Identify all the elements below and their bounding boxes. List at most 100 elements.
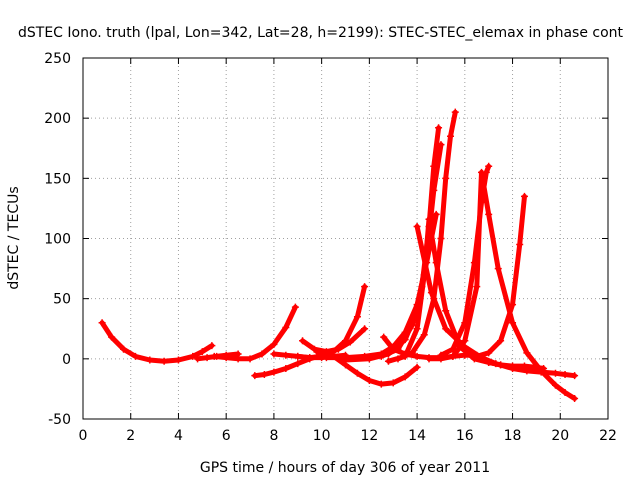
x-tick-label: 8 bbox=[269, 428, 278, 444]
y-tick-label: 250 bbox=[44, 51, 71, 67]
data-point bbox=[282, 351, 290, 359]
data-point bbox=[294, 360, 302, 368]
data-point bbox=[313, 348, 321, 356]
data-point bbox=[442, 307, 450, 315]
y-tick-label: 50 bbox=[53, 292, 71, 308]
x-tick-label: 16 bbox=[456, 428, 474, 444]
data-point bbox=[447, 132, 454, 140]
data-point bbox=[380, 333, 388, 341]
data-point bbox=[208, 342, 216, 350]
y-tick-label: 200 bbox=[44, 111, 71, 127]
data-point bbox=[246, 355, 254, 363]
data-point bbox=[389, 345, 397, 353]
data-point bbox=[198, 348, 206, 356]
data-point bbox=[98, 319, 106, 327]
y-tick-label: 100 bbox=[44, 232, 71, 248]
x-axis-label: GPS time / hours of day 306 of year 2011 bbox=[200, 460, 490, 476]
data-point bbox=[258, 350, 266, 358]
data-point bbox=[189, 352, 197, 360]
data-point bbox=[552, 369, 559, 377]
series-group bbox=[98, 108, 579, 403]
data-point bbox=[430, 162, 438, 170]
data-point bbox=[413, 222, 421, 230]
y-tick-label: -50 bbox=[48, 412, 71, 428]
data-point bbox=[420, 331, 428, 339]
data-point bbox=[365, 376, 373, 384]
data-point bbox=[389, 379, 397, 387]
data-point bbox=[361, 283, 369, 291]
data-point bbox=[473, 283, 481, 291]
data-point bbox=[108, 333, 116, 341]
data-point bbox=[425, 215, 433, 223]
x-tick-label: 0 bbox=[79, 428, 88, 444]
data-point bbox=[413, 363, 421, 371]
data-point bbox=[222, 354, 230, 362]
series-line bbox=[99, 320, 215, 364]
data-point bbox=[251, 372, 259, 380]
data-point bbox=[509, 301, 517, 309]
data-point bbox=[523, 349, 531, 357]
data-point bbox=[377, 352, 385, 360]
x-tick-label: 14 bbox=[408, 428, 426, 444]
data-point bbox=[322, 354, 330, 362]
data-point bbox=[174, 356, 182, 364]
data-point bbox=[346, 338, 354, 346]
data-point bbox=[365, 355, 373, 363]
data-point bbox=[270, 350, 278, 358]
ticks bbox=[82, 57, 609, 420]
data-point bbox=[194, 355, 202, 363]
data-point bbox=[270, 340, 278, 348]
data-point bbox=[132, 352, 139, 360]
data-point bbox=[482, 168, 490, 176]
data-point bbox=[561, 389, 569, 397]
data-point bbox=[432, 210, 440, 218]
data-point bbox=[413, 352, 421, 360]
data-point bbox=[509, 319, 517, 327]
data-point bbox=[437, 351, 445, 359]
x-tick-label: 2 bbox=[126, 428, 135, 444]
data-point bbox=[442, 325, 450, 333]
x-tick-label: 10 bbox=[313, 428, 331, 444]
data-point bbox=[299, 337, 307, 345]
x-tick-label: 12 bbox=[360, 428, 378, 444]
data-point bbox=[461, 337, 469, 345]
chart-title: dSTEC Iono. truth (lpal, Lon=342, Lat=28… bbox=[18, 25, 624, 41]
data-point bbox=[520, 192, 528, 200]
data-point bbox=[485, 349, 493, 357]
data-point bbox=[413, 325, 421, 333]
data-point bbox=[384, 357, 392, 365]
data-point bbox=[306, 354, 314, 362]
series-line bbox=[426, 169, 578, 401]
x-tick-label: 4 bbox=[174, 428, 183, 444]
data-point bbox=[492, 360, 500, 368]
data-point bbox=[408, 349, 416, 357]
data-point bbox=[435, 124, 443, 132]
data-point bbox=[353, 369, 361, 377]
data-point bbox=[270, 368, 278, 376]
data-point bbox=[442, 174, 450, 182]
x-tick-label: 18 bbox=[504, 428, 522, 444]
data-point bbox=[473, 352, 481, 360]
data-point bbox=[377, 380, 385, 388]
data-point bbox=[516, 241, 524, 249]
data-point bbox=[571, 395, 579, 403]
data-point bbox=[160, 357, 168, 365]
data-point bbox=[449, 345, 457, 353]
data-point bbox=[523, 367, 531, 375]
data-point bbox=[494, 265, 502, 273]
data-point bbox=[571, 372, 579, 380]
data-point bbox=[497, 337, 505, 345]
series-line bbox=[300, 326, 368, 355]
x-tick-label: 20 bbox=[551, 428, 569, 444]
series-line bbox=[395, 109, 458, 362]
data-point bbox=[451, 108, 459, 116]
data-point bbox=[509, 364, 517, 372]
data-point bbox=[461, 319, 469, 327]
data-point bbox=[342, 356, 349, 364]
data-point bbox=[210, 352, 218, 360]
data-point bbox=[401, 373, 409, 381]
data-point bbox=[478, 198, 486, 206]
data-point bbox=[427, 289, 435, 297]
y-tick-label: 0 bbox=[62, 352, 71, 368]
